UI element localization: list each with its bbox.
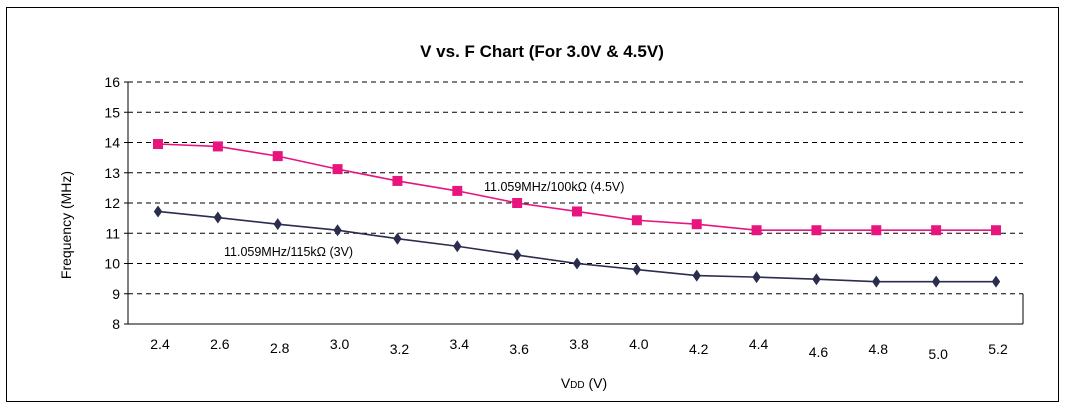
data-point-diamond [692, 269, 701, 282]
data-point-square [512, 198, 523, 208]
x-tick-label: 2.6 [210, 336, 230, 352]
x-tick-label: 3.2 [390, 341, 410, 357]
y-tick-label: 11 [105, 225, 120, 241]
y-tick-label: 12 [104, 195, 120, 211]
x-tick-label: 4.4 [749, 336, 769, 352]
series-label-3v: 11.059MHz/115kΩ (3V) [224, 245, 353, 259]
series-label-4-5v: 11.059MHz/100kΩ (4.5V) [484, 180, 624, 194]
data-point-diamond [931, 275, 941, 288]
x-tick-label: 4.6 [809, 344, 829, 360]
x-axis-label-unit: (V) [585, 375, 608, 391]
data-point-square [991, 225, 1001, 236]
data-point-square [332, 164, 343, 175]
data-point-diamond [872, 275, 881, 288]
x-tick-label: 3.8 [569, 336, 589, 352]
data-point-square [272, 151, 283, 162]
data-point-square [452, 185, 463, 196]
x-tick-label: 4.8 [869, 341, 889, 357]
data-point-diamond [393, 232, 402, 245]
chart-title: V vs. F Chart (For 3.0V & 4.5V) [420, 42, 664, 61]
data-point-diamond [752, 271, 761, 284]
data-point-diamond [213, 211, 223, 224]
x-tick-label: 2.8 [270, 340, 290, 356]
y-tick-label: 15 [104, 104, 120, 120]
data-point-square [212, 141, 223, 152]
data-point-diamond [632, 263, 642, 276]
data-point-square [153, 139, 163, 150]
data-point-square [691, 219, 702, 230]
data-point-square [811, 225, 822, 236]
y-tick-label: 13 [104, 165, 120, 181]
y-tick-label: 8 [112, 316, 120, 332]
x-axis-label: VDD (V) [561, 375, 607, 391]
y-tick-labels: 8 9 10 11 12 13 14 15 16 [104, 74, 120, 332]
data-point-diamond [153, 205, 163, 218]
data-point-square [871, 225, 882, 236]
series-markers [153, 139, 1001, 288]
x-tick-labels: 2.4 2.6 2.8 3.0 3.2 3.4 3.6 3.8 4.0 4.2 4.4 4.6 4.8 5… [150, 336, 1008, 362]
y-tick-label: 9 [112, 286, 120, 302]
data-point-square [392, 175, 403, 186]
axes [124, 81, 1024, 325]
data-point-diamond [991, 275, 1001, 288]
data-point-diamond [333, 224, 342, 237]
data-point-square [931, 225, 942, 236]
x-tick-label: 5.2 [988, 341, 1008, 357]
x-tick-label: 5.0 [928, 346, 948, 362]
x-tick-label: 4.0 [629, 336, 649, 352]
data-point-diamond [453, 240, 462, 253]
data-point-square [751, 225, 762, 236]
x-axis-label-sub: DD [570, 380, 584, 391]
x-tick-label: 2.4 [150, 336, 170, 352]
y-axis-label: Frequency (MHz) [58, 171, 74, 279]
data-point-diamond [512, 249, 522, 262]
x-tick-label: 3.0 [330, 336, 350, 352]
x-tick-label: 4.2 [689, 341, 709, 357]
data-point-diamond [273, 218, 282, 231]
data-point-diamond [572, 257, 582, 270]
x-axis-label-main: V [561, 375, 571, 391]
x-tick-label: 3.6 [509, 341, 529, 357]
x-tick-label: 3.4 [450, 336, 470, 352]
y-tick-label: 10 [104, 256, 120, 272]
y-tick-label: 14 [104, 135, 120, 151]
data-point-square [572, 206, 582, 217]
data-point-square [631, 215, 642, 226]
data-point-diamond [812, 273, 821, 286]
y-tick-label: 16 [104, 74, 120, 90]
